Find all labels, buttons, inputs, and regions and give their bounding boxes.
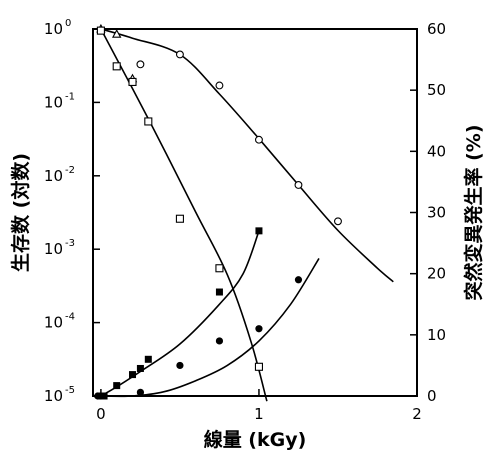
x-tick-label: 1 <box>254 405 264 423</box>
point-open-circle <box>215 81 224 90</box>
point-filled-circle <box>176 361 184 370</box>
point-filled-circle <box>136 388 145 396</box>
point-filled-square <box>255 227 263 235</box>
left-y-tick-exponent: -3 <box>65 238 75 249</box>
left-y-tick-label: 10 <box>44 93 63 111</box>
fitted-line <box>100 28 268 402</box>
point-open-square <box>254 362 264 371</box>
point-open-square <box>215 264 224 273</box>
left-y-axis-title: 生存数 (対数) <box>9 153 32 272</box>
point-filled-square <box>136 364 144 372</box>
right-y-axis-title: 突然変異発生率 (%) <box>462 124 485 300</box>
point-open-square <box>96 26 105 35</box>
point-filled-square <box>113 382 121 390</box>
left-y-tick-exponent: -5 <box>65 385 75 396</box>
point-open-circle <box>334 217 342 226</box>
left-y-tick-label: 10 <box>44 167 63 185</box>
plot-frame <box>92 28 418 397</box>
point-open-circle <box>255 135 263 144</box>
point-filled-circle <box>215 337 224 345</box>
left-y-tick-exponent: -2 <box>65 165 75 176</box>
point-filled-circle <box>97 392 105 400</box>
fitted-lines <box>100 28 394 402</box>
left-y-tick-exponent: 0 <box>65 18 71 29</box>
right-y-tick-label: 20 <box>427 265 446 283</box>
right-y-tick-label: 10 <box>427 326 446 344</box>
x-tick-label: 0 <box>96 405 106 423</box>
data-markers <box>94 23 342 400</box>
right-y-tick-label: 40 <box>427 142 446 160</box>
left-y-tick-label: 10 <box>44 20 63 38</box>
point-filled-square <box>129 371 137 379</box>
point-filled-square <box>144 355 152 363</box>
point-filled-square <box>215 288 223 296</box>
point-filled-circle <box>294 276 303 284</box>
point-open-circle <box>136 60 145 69</box>
left-y-tick-label: 10 <box>44 314 63 332</box>
point-open-circle <box>175 50 184 59</box>
point-open-square <box>112 62 121 71</box>
left-y-tick-exponent: -4 <box>65 312 75 323</box>
point-open-square <box>144 117 153 126</box>
point-filled-circle <box>255 325 263 333</box>
fitted-line <box>100 257 320 398</box>
x-axis-title: 線量 (kGy) <box>204 428 307 451</box>
point-open-triangle <box>111 29 122 38</box>
point-open-square <box>175 214 184 223</box>
right-y-tick-label: 30 <box>427 204 446 222</box>
fitted-line <box>100 230 260 397</box>
fitted-line <box>100 28 394 283</box>
right-y-tick-label: 60 <box>427 20 446 38</box>
left-y-tick-exponent: -1 <box>65 91 75 102</box>
point-open-square <box>128 77 137 86</box>
point-open-circle <box>294 181 303 189</box>
right-y-tick-label: 50 <box>427 81 446 99</box>
right-y-tick-label: 0 <box>427 387 437 405</box>
left-y-tick-label: 10 <box>44 387 63 405</box>
x-tick-label: 2 <box>412 405 422 423</box>
left-y-tick-label: 10 <box>44 240 63 258</box>
